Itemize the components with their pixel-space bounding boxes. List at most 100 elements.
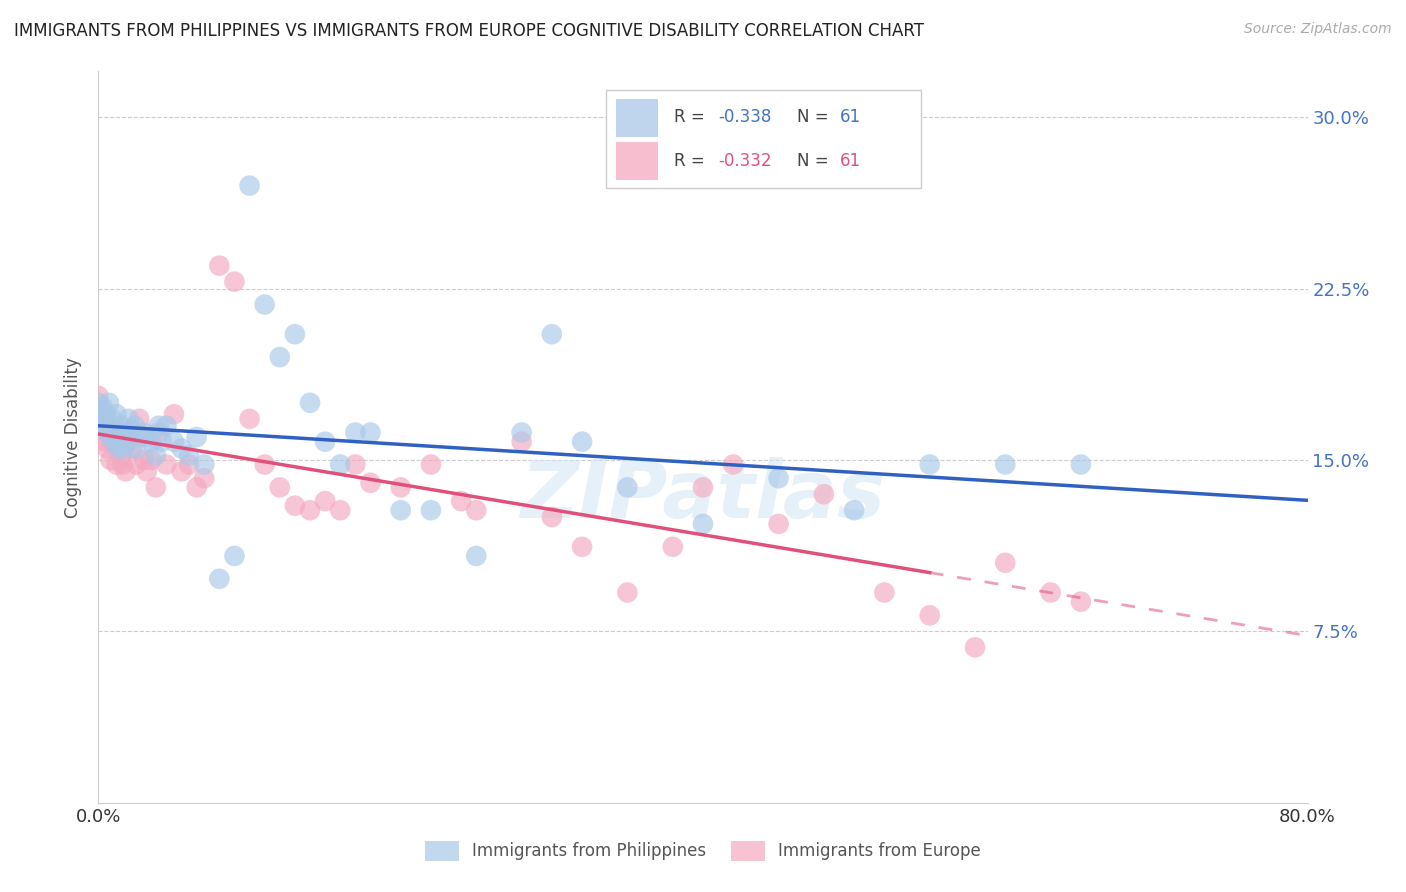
- Point: [224, 549, 246, 563]
- Point: [170, 464, 193, 478]
- Point: [994, 556, 1017, 570]
- Point: [224, 275, 246, 289]
- Point: [344, 425, 367, 440]
- Point: [269, 350, 291, 364]
- Point: [1039, 585, 1062, 599]
- Point: [179, 449, 201, 463]
- Point: [93, 418, 115, 433]
- Point: [87, 389, 110, 403]
- Point: [150, 434, 173, 449]
- Point: [110, 418, 132, 433]
- Point: [121, 423, 143, 437]
- Text: R =: R =: [673, 152, 710, 169]
- Point: [91, 425, 114, 440]
- FancyBboxPatch shape: [616, 99, 658, 137]
- Point: [124, 418, 146, 433]
- Point: [284, 327, 307, 342]
- Point: [344, 458, 367, 472]
- Point: [692, 480, 714, 494]
- Point: [1070, 595, 1092, 609]
- Point: [918, 608, 941, 623]
- Point: [114, 430, 136, 444]
- Point: [661, 540, 683, 554]
- Point: [239, 178, 262, 193]
- Point: [94, 407, 117, 421]
- Point: [112, 442, 135, 456]
- Point: [89, 402, 111, 417]
- Point: [98, 396, 121, 410]
- Point: [155, 418, 177, 433]
- Text: N =: N =: [797, 109, 834, 127]
- Point: [768, 471, 790, 485]
- Point: [873, 585, 896, 599]
- Point: [101, 434, 124, 449]
- Point: [193, 458, 215, 472]
- Point: [121, 442, 143, 456]
- Point: [111, 434, 134, 449]
- Point: [148, 425, 170, 440]
- Text: R =: R =: [673, 109, 710, 127]
- Point: [616, 585, 638, 599]
- Point: [768, 516, 790, 531]
- Point: [389, 480, 412, 494]
- Point: [329, 458, 352, 472]
- Point: [918, 458, 941, 472]
- Point: [723, 458, 745, 472]
- Point: [163, 407, 186, 421]
- Point: [450, 494, 472, 508]
- Point: [128, 412, 150, 426]
- Point: [186, 430, 208, 444]
- Point: [540, 510, 562, 524]
- Point: [208, 572, 231, 586]
- Point: [239, 412, 262, 426]
- Point: [87, 396, 110, 410]
- Point: [360, 425, 382, 440]
- Point: [145, 449, 167, 463]
- Point: [692, 516, 714, 531]
- Point: [100, 430, 122, 444]
- Text: -0.338: -0.338: [718, 109, 772, 127]
- Point: [813, 487, 835, 501]
- Point: [132, 453, 155, 467]
- Point: [510, 425, 533, 440]
- Point: [132, 425, 155, 440]
- Point: [98, 425, 121, 440]
- Point: [94, 412, 117, 426]
- Point: [100, 453, 122, 467]
- Point: [170, 442, 193, 456]
- Point: [148, 418, 170, 433]
- Point: [135, 464, 157, 478]
- Point: [96, 442, 118, 456]
- Text: 61: 61: [839, 152, 860, 169]
- Legend: Immigrants from Philippines, Immigrants from Europe: Immigrants from Philippines, Immigrants …: [419, 834, 987, 868]
- Point: [179, 458, 201, 472]
- Point: [163, 434, 186, 449]
- Point: [465, 503, 488, 517]
- Point: [465, 549, 488, 563]
- Point: [103, 423, 125, 437]
- Point: [571, 540, 593, 554]
- Point: [994, 458, 1017, 472]
- Point: [329, 503, 352, 517]
- Point: [299, 503, 322, 517]
- Point: [965, 640, 987, 655]
- Point: [110, 449, 132, 463]
- Point: [253, 458, 276, 472]
- Point: [141, 434, 163, 449]
- Point: [571, 434, 593, 449]
- Point: [108, 425, 131, 440]
- Point: [105, 407, 128, 421]
- Point: [844, 503, 866, 517]
- Point: [193, 471, 215, 485]
- Text: -0.332: -0.332: [718, 152, 772, 169]
- Text: ZIPatlas: ZIPatlas: [520, 457, 886, 534]
- Point: [420, 503, 443, 517]
- Point: [186, 480, 208, 494]
- Point: [118, 412, 141, 426]
- Point: [107, 430, 129, 444]
- Point: [314, 434, 336, 449]
- Point: [93, 434, 115, 449]
- Point: [96, 425, 118, 440]
- Point: [91, 401, 114, 415]
- Point: [1070, 458, 1092, 472]
